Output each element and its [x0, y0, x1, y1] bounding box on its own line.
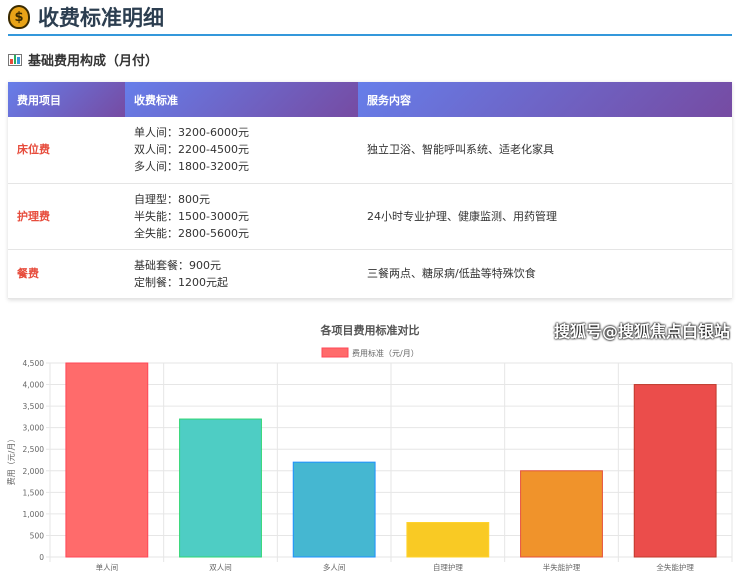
x-tick-label: 多人间	[323, 562, 346, 572]
fee-table: 费用项目 收费标准 服务内容 床位费 单人间：3200-6000元 双人间：220…	[8, 82, 732, 299]
table-row: 餐费 基础套餐：900元 定制餐：1200元起 三餐两点、糖尿病/低盐等特殊饮食	[8, 249, 732, 299]
bar	[292, 461, 376, 558]
x-tick-label: 自理护理	[433, 562, 463, 572]
y-axis-title: 费用（元/月）	[6, 435, 16, 486]
bar-chart-icon	[8, 53, 22, 66]
table-row: 护理费 自理型：800元 半失能：1500-3000元 全失能：2800-5600元…	[8, 183, 732, 250]
title-divider	[8, 34, 732, 36]
y-tick-label: 500	[30, 531, 45, 540]
fee-standard: 单人间：3200-6000元 双人间：2200-4500元 多人间：1800-320…	[125, 117, 358, 184]
y-tick-label: 3,500	[23, 402, 45, 411]
fee-standard: 自理型：800元 半失能：1500-3000元 全失能：2800-5600元	[125, 183, 358, 250]
section-title: 基础费用构成（月付）	[8, 50, 158, 69]
fee-item: 餐费	[8, 249, 125, 299]
fee-item: 护理费	[8, 183, 125, 250]
x-tick-label: 双人间	[209, 563, 232, 572]
column-header: 收费标准	[125, 82, 358, 117]
service-content: 独立卫浴、智能呼叫系统、适老化家具	[358, 117, 732, 184]
bar	[179, 418, 262, 558]
y-tick-label: 4,000	[23, 381, 45, 390]
fee-bar-chart: 各项目费用标准对比 费用标准（元/月） 费用（元/月） 0 500 1,000 1,5…	[6, 323, 733, 572]
fee-item: 床位费	[8, 117, 125, 184]
y-tick-label: 4,500	[23, 359, 45, 368]
x-tick-label: 全失能护理	[656, 562, 694, 572]
y-tick-label: 1,500	[23, 488, 45, 497]
bar	[406, 522, 490, 558]
bar	[65, 362, 149, 558]
bar	[520, 470, 603, 558]
money-bag-icon: $	[8, 5, 30, 29]
fee-standard: 基础套餐：900元 定制餐：1200元起	[125, 249, 358, 299]
column-header: 费用项目	[8, 82, 125, 117]
x-tick-label: 单人间	[96, 562, 119, 572]
y-tick-label: 1,000	[23, 510, 45, 519]
y-tick-label: 3,000	[23, 424, 45, 433]
service-content: 24小时专业护理、健康监测、用药管理	[358, 183, 732, 250]
chart-title: 各项目费用标准对比	[320, 323, 420, 337]
table-row: 床位费 单人间：3200-6000元 双人间：2200-4500元 多人间：1800…	[8, 117, 732, 184]
column-header: 服务内容	[358, 82, 732, 117]
legend-label: 费用标准（元/月）	[352, 348, 419, 358]
y-tick-label: 2,500	[23, 445, 45, 454]
x-tick-label: 半失能护理	[543, 562, 581, 572]
bar	[633, 384, 717, 558]
y-tick-label: 0	[39, 553, 44, 562]
legend-swatch	[321, 347, 349, 358]
watermark: 搜狐号@搜狐焦点白银站	[553, 322, 730, 341]
page-title: $ 收费标准明细	[8, 2, 164, 32]
service-content: 三餐两点、糖尿病/低盐等特殊饮食	[358, 249, 732, 299]
y-tick-label: 2,000	[23, 467, 45, 476]
